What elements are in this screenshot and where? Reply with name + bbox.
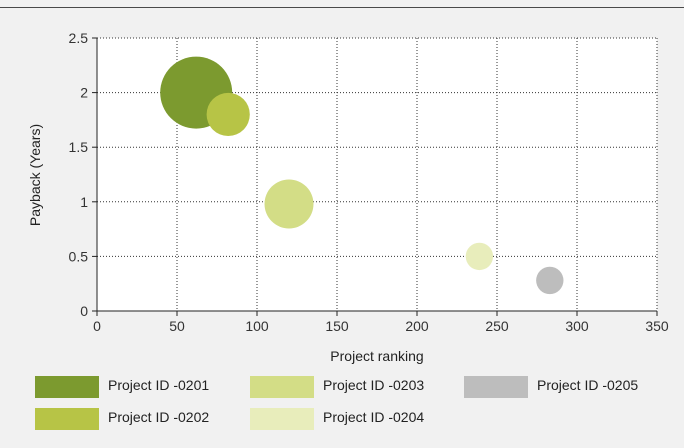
bubble [536, 266, 564, 295]
x-tick-label: 250 [485, 318, 509, 334]
legend-swatch [35, 376, 99, 398]
legend-swatch [250, 408, 314, 430]
x-tick-label: 200 [405, 318, 429, 334]
legend-swatch [35, 408, 99, 430]
x-tick-label: 300 [565, 318, 589, 334]
legend-label: Project ID -0205 [537, 377, 638, 393]
axes [92, 38, 657, 316]
y-tick-label: 2 [80, 85, 88, 101]
x-tick-label: 150 [325, 318, 349, 334]
x-tick-label: 0 [93, 318, 101, 334]
legend-label: Project ID -0201 [108, 377, 209, 393]
y-tick-label: 1 [80, 194, 88, 210]
legend-swatch [250, 376, 314, 398]
top-rule [0, 7, 684, 8]
y-tick-label: 1.5 [69, 139, 89, 155]
y-axis-ticks: 0 0.5 1 1.5 2 2.5 [69, 30, 97, 319]
legend: Project ID -0201 Project ID -0202 Project … [35, 376, 638, 430]
bubble [264, 179, 314, 229]
bubble [206, 92, 250, 137]
x-axis-label: Project ranking [330, 348, 423, 364]
legend-label: Project ID -0204 [323, 409, 424, 425]
y-tick-label: 2.5 [69, 30, 89, 46]
x-tick-label: 100 [245, 318, 269, 334]
legend-label: Project ID -0203 [323, 377, 424, 393]
x-axis-ticks: 0 50 100 150 200 250 300 350 [93, 311, 669, 334]
legend-label: Project ID -0202 [108, 409, 209, 425]
x-tick-label: 50 [169, 318, 185, 334]
x-tick-label: 350 [645, 318, 669, 334]
y-axis-label: Payback (Years) [27, 124, 43, 226]
y-tick-label: 0 [80, 303, 88, 319]
y-tick-label: 0.5 [69, 248, 89, 264]
legend-swatch [464, 376, 528, 398]
bubble [465, 242, 494, 271]
bubbles [160, 56, 564, 295]
